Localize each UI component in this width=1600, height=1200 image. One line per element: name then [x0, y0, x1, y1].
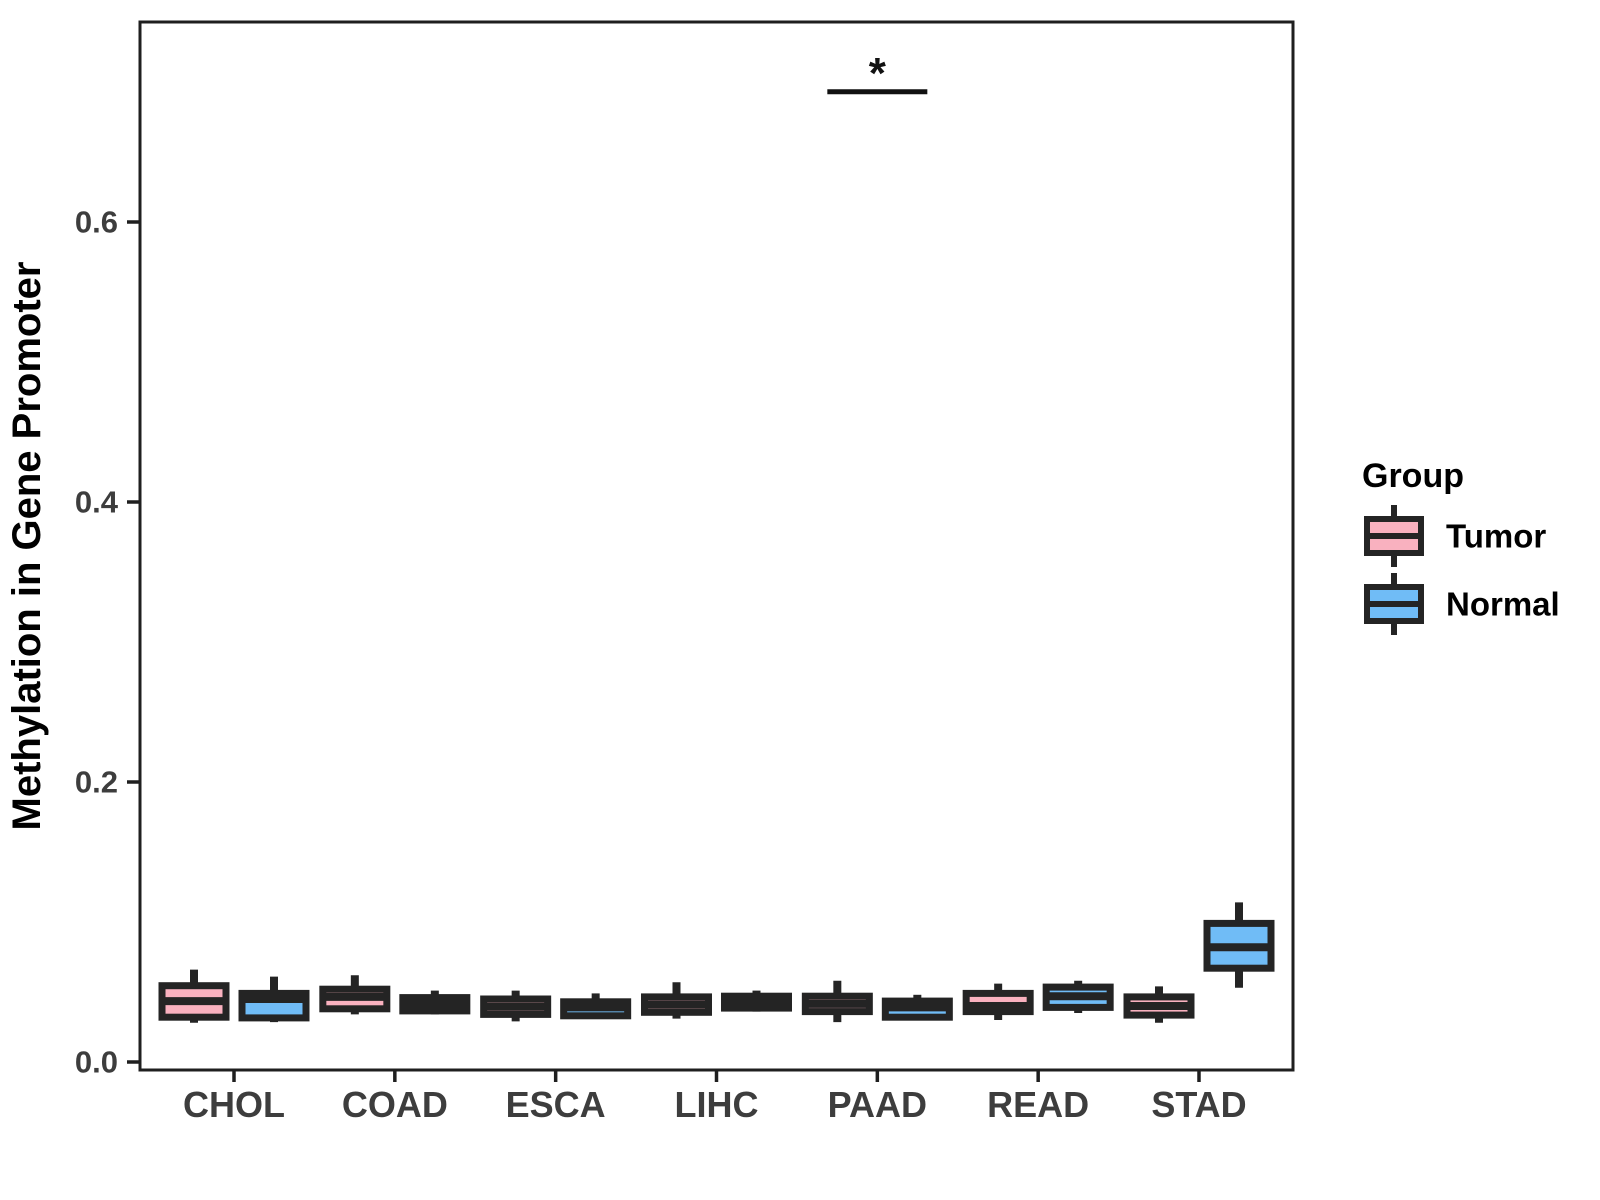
- y-axis-tick-label-0.6: 0.6: [75, 205, 118, 240]
- x-axis-label-LIHC: LIHC: [674, 1084, 758, 1125]
- y-axis-tick-label-0.2: 0.2: [75, 765, 118, 800]
- y-axis-tick-label-0.0: 0.0: [75, 1045, 118, 1080]
- x-axis-label-STAD: STAD: [1151, 1084, 1246, 1125]
- x-axis-label-COAD: COAD: [342, 1084, 448, 1125]
- legend-label-Tumor: Tumor: [1446, 518, 1546, 555]
- significance-star: *: [869, 49, 887, 98]
- x-axis-label-CHOL: CHOL: [183, 1084, 285, 1125]
- y-axis-title: Methylation in Gene Promoter: [5, 262, 49, 831]
- legend-title: Group: [1362, 457, 1464, 495]
- legend-label-Normal: Normal: [1446, 586, 1560, 623]
- y-axis-tick-label-0.4: 0.4: [75, 485, 119, 520]
- x-axis-label-READ: READ: [987, 1084, 1089, 1125]
- x-axis-label-ESCA: ESCA: [506, 1084, 606, 1125]
- x-axis-label-PAAD: PAAD: [828, 1084, 927, 1125]
